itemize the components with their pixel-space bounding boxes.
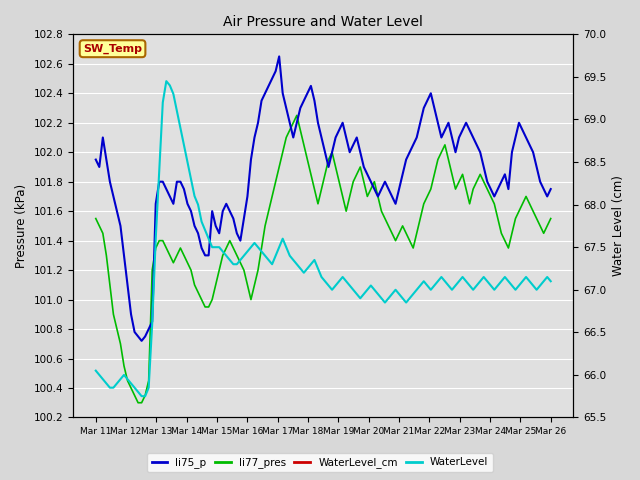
WaterLevel: [163, 78, 170, 84]
Legend: li75_p, li77_pres, WaterLevel_cm, WaterLevel: li75_p, li77_pres, WaterLevel_cm, WaterL…: [147, 453, 493, 472]
WaterLevel: [293, 261, 301, 267]
Y-axis label: Pressure (kPa): Pressure (kPa): [15, 184, 28, 268]
li77_pres: [289, 120, 297, 126]
Line: li77_pres: li77_pres: [96, 115, 551, 403]
li75_p: [455, 134, 463, 140]
li77_pres: [293, 112, 301, 118]
WaterLevel: [434, 278, 442, 284]
Line: li75_p: li75_p: [96, 57, 551, 341]
li77_pres: [134, 400, 142, 406]
li75_p: [335, 127, 343, 133]
li75_p: [92, 156, 100, 162]
li75_p: [138, 338, 145, 344]
WaterLevel: [547, 278, 555, 284]
li77_pres: [547, 216, 555, 221]
WaterLevel: [223, 253, 230, 259]
li75_p: [275, 54, 283, 60]
Title: Air Pressure and Water Level: Air Pressure and Water Level: [223, 15, 423, 29]
li77_pres: [399, 223, 406, 229]
WaterLevel: [399, 295, 406, 301]
WaterLevel: [335, 278, 343, 284]
li75_p: [293, 120, 301, 126]
WaterLevel: [455, 278, 463, 284]
Y-axis label: Water Level (cm): Water Level (cm): [612, 176, 625, 276]
li77_pres: [219, 252, 227, 258]
Text: SW_Temp: SW_Temp: [83, 44, 142, 54]
WaterLevel: [138, 393, 145, 399]
li75_p: [219, 208, 227, 214]
li77_pres: [455, 179, 463, 185]
li77_pres: [434, 156, 442, 162]
li75_p: [547, 186, 555, 192]
li75_p: [434, 120, 442, 126]
li77_pres: [92, 216, 100, 221]
li77_pres: [335, 179, 343, 185]
li75_p: [399, 171, 406, 177]
WaterLevel: [92, 368, 100, 373]
Line: WaterLevel: WaterLevel: [96, 81, 551, 396]
